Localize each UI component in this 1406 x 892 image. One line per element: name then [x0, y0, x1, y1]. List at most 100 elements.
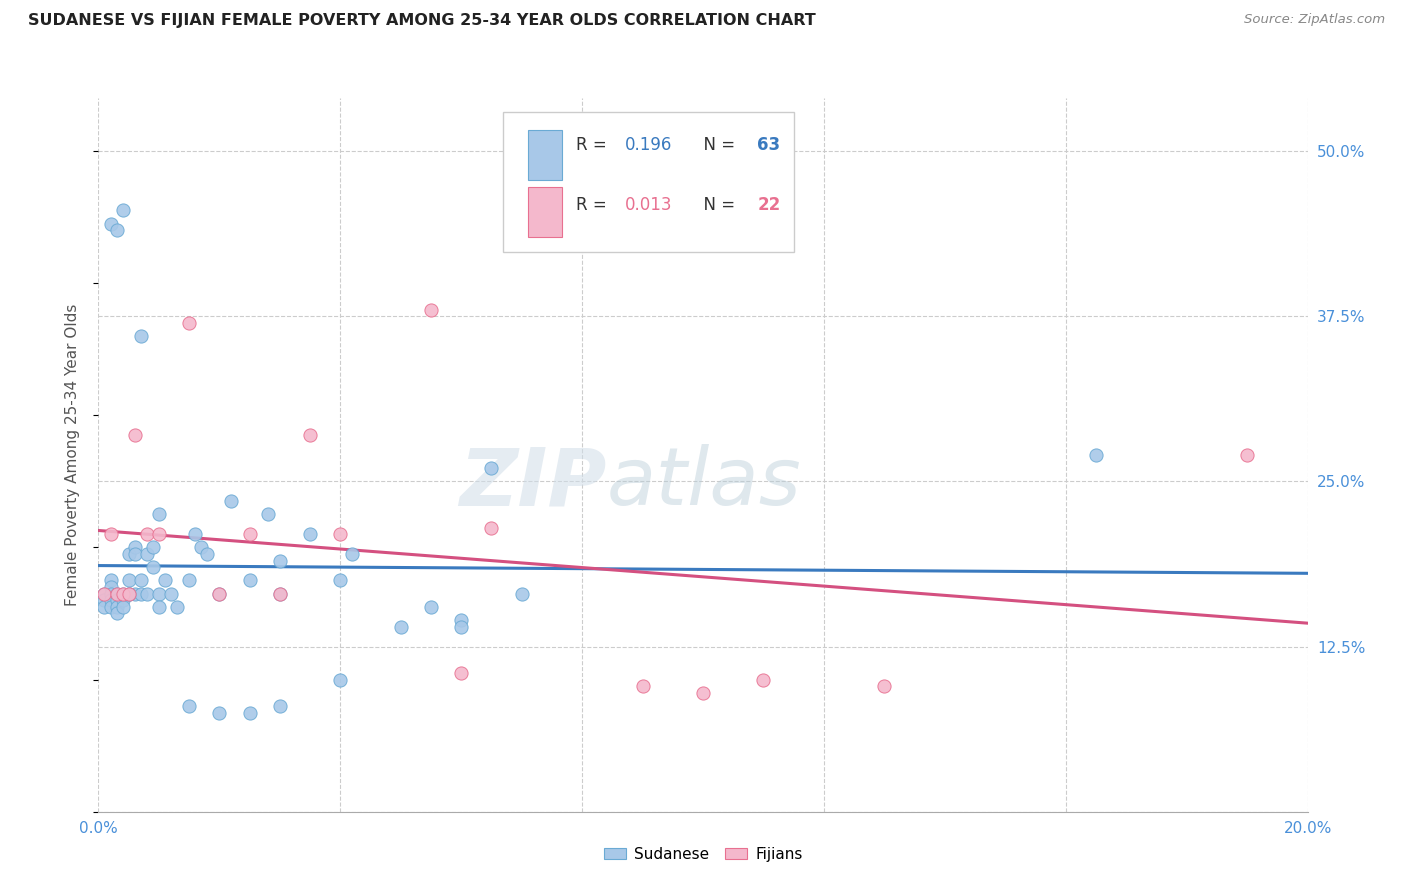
- Point: [269, 698, 291, 713]
- Text: 22: 22: [758, 196, 780, 214]
- Point: [129, 587, 152, 601]
- Text: Source: ZipAtlas.com: Source: ZipAtlas.com: [1244, 13, 1385, 27]
- Legend: Sudanese, Fijians: Sudanese, Fijians: [598, 841, 808, 868]
- Point: [195, 547, 218, 561]
- Point: [105, 593, 128, 607]
- Text: 0.013: 0.013: [624, 196, 672, 214]
- Point: [329, 527, 352, 541]
- Point: [111, 203, 134, 218]
- Point: [124, 541, 146, 555]
- Point: [93, 599, 115, 614]
- Point: [160, 587, 183, 601]
- Point: [450, 613, 472, 627]
- Point: [111, 587, 134, 601]
- Point: [142, 560, 165, 574]
- Point: [179, 316, 201, 330]
- Point: [93, 587, 115, 601]
- Bar: [527, 130, 561, 180]
- Point: [420, 599, 443, 614]
- Point: [420, 302, 443, 317]
- Text: SUDANESE VS FIJIAN FEMALE POVERTY AMONG 25-34 YEAR OLDS CORRELATION CHART: SUDANESE VS FIJIAN FEMALE POVERTY AMONG …: [28, 13, 815, 29]
- Point: [450, 620, 472, 634]
- Point: [329, 574, 352, 588]
- Point: [1236, 448, 1258, 462]
- Point: [100, 593, 122, 607]
- Point: [124, 587, 146, 601]
- Point: [124, 547, 146, 561]
- Point: [208, 587, 231, 601]
- Point: [631, 679, 654, 693]
- Point: [1085, 448, 1108, 462]
- Point: [105, 607, 128, 621]
- Point: [148, 587, 170, 601]
- Point: [208, 587, 231, 601]
- Point: [329, 673, 352, 687]
- Point: [450, 665, 472, 680]
- Point: [111, 599, 134, 614]
- Text: N =: N =: [693, 136, 741, 153]
- Point: [692, 686, 714, 700]
- Point: [118, 574, 141, 588]
- Point: [105, 599, 128, 614]
- Point: [135, 587, 157, 601]
- Point: [129, 574, 152, 588]
- Point: [111, 587, 134, 601]
- Point: [208, 706, 231, 720]
- Text: R =: R =: [576, 196, 612, 214]
- Point: [179, 574, 201, 588]
- Point: [118, 587, 141, 601]
- Text: ZIP: ZIP: [458, 444, 606, 523]
- Point: [239, 527, 262, 541]
- Point: [105, 223, 128, 237]
- Y-axis label: Female Poverty Among 25-34 Year Olds: Female Poverty Among 25-34 Year Olds: [65, 304, 80, 606]
- Point: [342, 547, 364, 561]
- Point: [269, 587, 291, 601]
- Point: [100, 527, 122, 541]
- Point: [510, 587, 533, 601]
- Point: [239, 574, 262, 588]
- Point: [105, 587, 128, 601]
- Point: [100, 599, 122, 614]
- Point: [190, 541, 212, 555]
- Point: [129, 329, 152, 343]
- Point: [100, 574, 122, 588]
- Point: [135, 527, 157, 541]
- Point: [179, 698, 201, 713]
- Point: [153, 574, 176, 588]
- Point: [93, 587, 115, 601]
- Point: [481, 461, 503, 475]
- Point: [148, 527, 170, 541]
- Point: [148, 599, 170, 614]
- Point: [100, 580, 122, 594]
- Point: [752, 673, 775, 687]
- Point: [299, 428, 322, 442]
- Text: N =: N =: [693, 196, 741, 214]
- Point: [184, 527, 207, 541]
- Point: [269, 587, 291, 601]
- Point: [389, 620, 412, 634]
- Point: [481, 520, 503, 534]
- Point: [256, 508, 278, 522]
- Point: [166, 599, 188, 614]
- Point: [118, 547, 141, 561]
- Point: [111, 593, 134, 607]
- FancyBboxPatch shape: [503, 112, 793, 252]
- Point: [148, 508, 170, 522]
- Point: [100, 587, 122, 601]
- Text: 63: 63: [758, 136, 780, 153]
- Bar: [527, 187, 561, 237]
- Point: [124, 428, 146, 442]
- Point: [239, 706, 262, 720]
- Point: [873, 679, 896, 693]
- Point: [105, 587, 128, 601]
- Point: [118, 587, 141, 601]
- Point: [221, 494, 243, 508]
- Point: [93, 593, 115, 607]
- Text: 0.196: 0.196: [624, 136, 672, 153]
- Point: [142, 541, 165, 555]
- Text: R =: R =: [576, 136, 612, 153]
- Point: [100, 217, 122, 231]
- Text: atlas: atlas: [606, 444, 801, 523]
- Point: [135, 547, 157, 561]
- Point: [118, 587, 141, 601]
